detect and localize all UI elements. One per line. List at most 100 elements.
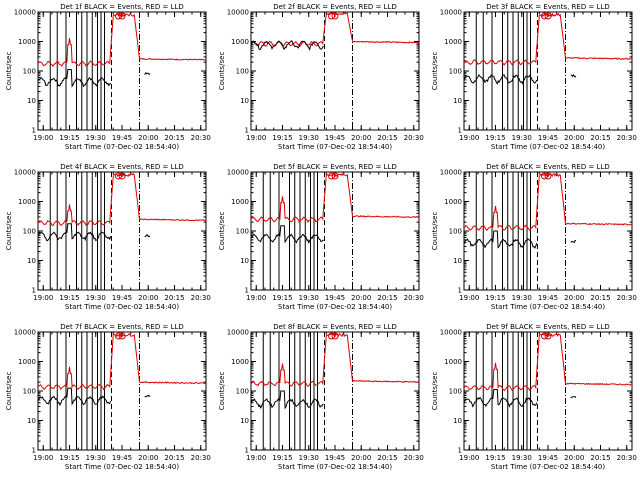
x-axis-label: Start Time (07-Dec-02 18:54:40) [65, 303, 179, 311]
events-post-segment [570, 239, 577, 244]
plot-frame [37, 11, 207, 131]
events-series-line [38, 387, 112, 407]
detector-panel-4: Det 4f BLACK = Events, RED = LLD 1 10 100 10… [5, 163, 211, 311]
y-axis-label: Counts/sec [218, 212, 226, 251]
saa-top-marker [541, 12, 548, 20]
detector-panel-8: Det 8f BLACK = Events, RED = LLD 1 10 100 10… [218, 323, 424, 471]
saa-top-marker [331, 332, 339, 340]
x-tick-label: 20:15 [377, 294, 397, 302]
plot-frame [37, 331, 207, 451]
lld-series-line [38, 12, 206, 67]
saa-top-marker [544, 12, 552, 20]
plot-area [464, 332, 632, 450]
x-tick-label: 20:15 [164, 294, 184, 302]
x-tick-label: 20:15 [590, 454, 610, 462]
x-tick-label: 19:45 [325, 294, 345, 302]
panel-title: Det 3f BLACK = Events, RED = LLD [486, 3, 609, 11]
x-tick-label: 20:30 [617, 294, 637, 302]
x-tick-label: 19:30 [512, 134, 532, 142]
detector-panel-1: Det 1f BLACK = Events, RED = LLD 1 10 100 10… [5, 3, 211, 151]
saa-top-marker [118, 12, 126, 20]
events-series-line [251, 225, 324, 245]
y-tick-label: 10000 [440, 9, 462, 17]
x-tick-label: 19:45 [325, 134, 345, 142]
x-tick-label: 19:30 [86, 294, 106, 302]
x-axis-label: Start Time (07-Dec-02 18:54:40) [65, 463, 179, 471]
x-tick-label: 20:15 [590, 134, 610, 142]
y-tick-label: 100 [449, 68, 462, 76]
x-tick-label: 20:30 [404, 294, 424, 302]
y-tick-label: 10000 [227, 9, 249, 17]
saa-top-marker [328, 12, 335, 20]
y-tick-label: 1000 [18, 198, 36, 206]
x-tick-label: 19:45 [538, 454, 558, 462]
plot-area [38, 172, 206, 290]
y-tick-label: 1 [458, 127, 462, 135]
plot-frame [463, 331, 633, 451]
x-tick-label: 19:00 [459, 454, 479, 462]
x-tick-label: 19:30 [512, 454, 532, 462]
x-tick-label: 20:00 [564, 294, 584, 302]
y-tick-label: 1 [32, 127, 36, 135]
y-tick-label: 10000 [14, 9, 36, 17]
saa-top-marker [328, 172, 335, 180]
x-tick-label: 19:00 [246, 134, 266, 142]
x-tick-label: 19:30 [299, 454, 319, 462]
x-tick-label: 19:15 [272, 134, 292, 142]
y-tick-label: 100 [23, 68, 36, 76]
panel-title: Det 7f BLACK = Events, RED = LLD [60, 323, 183, 331]
x-tick-label: 20:30 [404, 454, 424, 462]
y-tick-label: 1000 [444, 38, 462, 46]
plot-area [38, 332, 206, 450]
plot-area [464, 12, 632, 130]
y-tick-label: 1000 [18, 38, 36, 46]
x-tick-label: 20:15 [164, 454, 184, 462]
y-tick-label: 1 [245, 447, 249, 455]
y-tick-label: 10 [240, 97, 249, 105]
y-tick-label: 1000 [231, 358, 249, 366]
x-tick-label: 20:00 [564, 134, 584, 142]
panel-title: Det 1f BLACK = Events, RED = LLD [60, 3, 183, 11]
x-tick-label: 20:30 [191, 134, 211, 142]
x-tick-label: 19:00 [459, 134, 479, 142]
plot-frame [463, 11, 633, 131]
events-series-line [38, 223, 112, 242]
y-tick-label: 1000 [231, 198, 249, 206]
events-post-segment [570, 74, 577, 78]
y-tick-label: 100 [449, 228, 462, 236]
y-tick-label: 1 [245, 127, 249, 135]
saa-top-marker [544, 172, 552, 180]
y-tick-label: 10 [453, 417, 462, 425]
y-tick-label: 1 [32, 287, 36, 295]
detector-panel-3: Det 3f BLACK = Events, RED = LLD 1 10 100 10… [431, 3, 637, 151]
x-tick-label: 19:00 [33, 294, 53, 302]
detector-panel-2: Det 2f BLACK = Events, RED = LLD 1 10 100 10… [218, 3, 424, 151]
plot-frame [463, 171, 633, 291]
saa-top-marker [544, 332, 552, 340]
saa-top-marker [331, 12, 339, 20]
x-tick-label: 19:15 [485, 454, 505, 462]
saa-top-marker [331, 172, 339, 180]
events-series-line [251, 390, 324, 410]
x-tick-label: 20:15 [590, 294, 610, 302]
x-tick-label: 20:00 [138, 454, 158, 462]
y-tick-label: 100 [23, 388, 36, 396]
plot-area [251, 12, 419, 130]
panel-title: Det 2f BLACK = Events, RED = LLD [273, 3, 396, 11]
x-tick-label: 19:15 [59, 294, 79, 302]
y-tick-label: 1 [32, 447, 36, 455]
x-tick-label: 19:15 [485, 294, 505, 302]
lld-series-line [251, 12, 419, 47]
detector-panel-9: Det 9f BLACK = Events, RED = LLD 1 10 100 10… [431, 323, 637, 471]
y-axis-label: Counts/sec [431, 212, 439, 251]
plot-area [464, 172, 632, 290]
x-tick-label: 20:00 [564, 454, 584, 462]
y-tick-label: 10 [27, 257, 36, 265]
x-tick-label: 20:30 [191, 294, 211, 302]
x-tick-label: 20:30 [404, 134, 424, 142]
x-axis-label: Start Time (07-Dec-02 18:54:40) [278, 143, 392, 151]
detector-panel-7: Det 7f BLACK = Events, RED = LLD 1 10 100 10… [5, 323, 211, 471]
x-tick-label: 19:45 [112, 454, 132, 462]
events-series-line [38, 69, 112, 88]
plot-frame [250, 331, 420, 451]
